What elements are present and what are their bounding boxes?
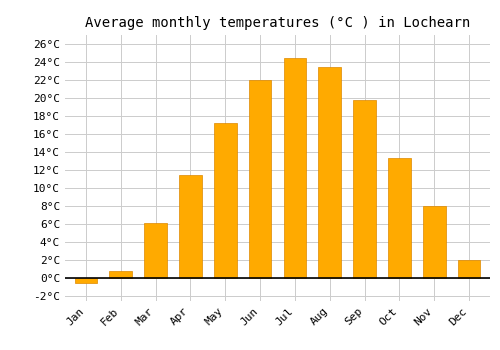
Bar <box>179 175 202 279</box>
Bar <box>284 57 306 279</box>
Bar <box>354 100 376 279</box>
Title: Average monthly temperatures (°C ) in Lochearn: Average monthly temperatures (°C ) in Lo… <box>85 16 470 30</box>
Bar <box>318 66 341 279</box>
Bar <box>214 123 236 279</box>
Bar <box>388 158 410 279</box>
Bar <box>144 223 167 279</box>
Bar <box>423 206 446 279</box>
Bar <box>110 271 132 279</box>
Bar <box>74 279 97 283</box>
Bar <box>458 260 480 279</box>
Bar <box>249 80 272 279</box>
